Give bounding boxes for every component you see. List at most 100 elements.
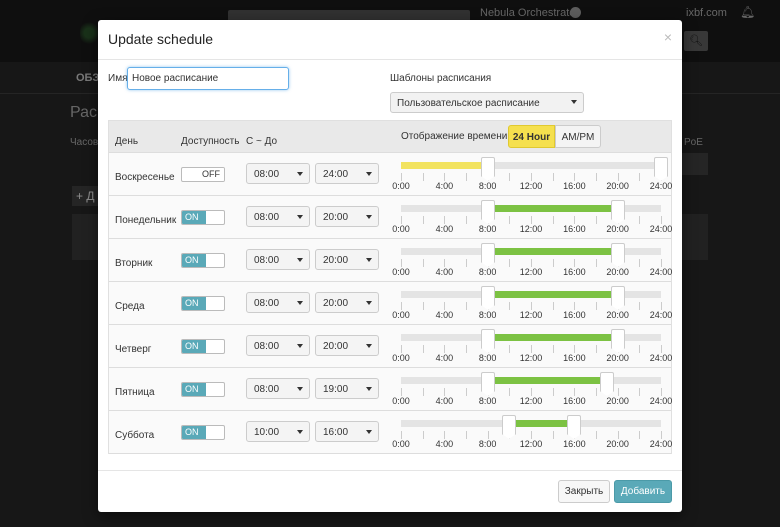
slider-start-handle[interactable] <box>480 200 495 224</box>
availability-toggle[interactable]: OFF <box>181 167 225 182</box>
from-time-select[interactable]: 08:00 <box>246 335 310 356</box>
slider-end-handle[interactable] <box>610 243 625 267</box>
to-time-select[interactable]: 20:00 <box>315 249 379 270</box>
slider-end-handle[interactable] <box>567 415 582 439</box>
from-time-select[interactable]: 08:00 <box>246 163 310 184</box>
schedule-template-select[interactable]: Пользовательское расписание <box>390 92 584 113</box>
slider-end-handle[interactable] <box>610 329 625 353</box>
chevron-down-icon <box>297 172 303 176</box>
tick-mark <box>509 173 511 181</box>
tick-mark <box>617 388 619 396</box>
add-button[interactable]: Добавить <box>614 480 672 503</box>
tick-label: 16:00 <box>563 181 586 191</box>
slider-start-handle[interactable] <box>480 157 495 181</box>
app-logo <box>80 20 98 46</box>
tick-mark <box>596 388 597 396</box>
slider-end-handle[interactable] <box>599 372 614 396</box>
tick-mark <box>444 388 446 396</box>
to-time-value: 19:00 <box>323 384 349 395</box>
availability-toggle[interactable]: ON <box>181 253 225 268</box>
from-time-select[interactable]: 08:00 <box>246 249 310 270</box>
slider-start-handle[interactable] <box>502 415 517 439</box>
tick-label: 8:00 <box>478 310 497 320</box>
from-time-value: 08:00 <box>254 255 280 266</box>
to-time-select[interactable]: 16:00 <box>315 421 379 442</box>
header-day: День <box>115 136 139 147</box>
from-time-select[interactable]: 08:00 <box>246 378 310 399</box>
time-format-24h-button[interactable]: 24 Hour <box>508 125 555 148</box>
slider-range-fill <box>487 334 618 341</box>
tick-mark <box>639 216 641 224</box>
tick-label: 8:00 <box>478 181 497 191</box>
availability-toggle[interactable]: ON <box>181 296 225 311</box>
slider-end-handle[interactable] <box>610 200 625 224</box>
availability-toggle[interactable]: ON <box>181 425 225 440</box>
availability-toggle[interactable]: ON <box>181 382 225 397</box>
tick-label: 20:00 <box>606 181 629 191</box>
schedule-name-input[interactable] <box>127 67 289 90</box>
tick-label: 20:00 <box>606 310 629 320</box>
slider-start-handle[interactable] <box>480 243 495 267</box>
app-title: Nebula Orchestrator <box>480 7 580 19</box>
tick-mark <box>466 388 467 396</box>
tick-mark <box>531 259 532 267</box>
tick-mark <box>596 431 597 439</box>
slider-end-handle[interactable] <box>610 286 625 310</box>
tick-mark <box>574 302 576 310</box>
background-label-right: PoE <box>684 137 703 148</box>
from-time-value: 08:00 <box>254 212 280 223</box>
close-button[interactable]: Закрыть <box>558 480 610 503</box>
slider-start-handle[interactable] <box>480 372 495 396</box>
tick-label: 12:00 <box>519 396 543 406</box>
slider-track[interactable] <box>401 162 661 169</box>
slider-start-handle[interactable] <box>480 329 495 353</box>
availability-toggle[interactable]: ON <box>181 210 225 225</box>
tick-mark <box>444 345 446 353</box>
tick-mark <box>466 345 467 353</box>
tick-label: 0:00 <box>392 267 410 277</box>
tick-mark <box>552 173 554 181</box>
user-name: ixbf.com <box>686 7 727 19</box>
slider-start-handle[interactable] <box>480 286 495 310</box>
tick-mark <box>596 216 597 224</box>
to-time-value: 24:00 <box>323 169 349 180</box>
tick-mark <box>466 431 467 439</box>
tick-mark <box>422 259 424 267</box>
chevron-down-icon <box>297 387 303 391</box>
tick-mark <box>531 345 532 353</box>
to-time-value: 16:00 <box>323 427 349 438</box>
schedule-row: Среда ON 08:00 20:00 0:00 4:00 8:00 12:00 16:00 2… <box>109 282 672 325</box>
day-label: Четверг <box>115 344 152 355</box>
slider-ticks <box>401 302 662 310</box>
availability-toggle[interactable]: ON <box>181 339 225 354</box>
tick-mark <box>444 173 446 181</box>
tick-label: 20:00 <box>606 439 629 449</box>
tick-label: 4:00 <box>435 310 454 320</box>
tick-mark <box>661 345 662 353</box>
from-time-select[interactable]: 08:00 <box>246 206 310 227</box>
tick-mark <box>466 259 467 267</box>
tick-mark <box>617 431 619 439</box>
tick-mark <box>422 216 424 224</box>
table-header: День Доступность С ~ До Отображение врем… <box>109 121 671 153</box>
to-time-select[interactable]: 20:00 <box>315 335 379 356</box>
schedule-table: День Доступность С ~ До Отображение врем… <box>108 120 672 454</box>
slider-end-handle[interactable] <box>654 157 668 181</box>
tick-mark <box>661 302 662 310</box>
to-time-select[interactable]: 20:00 <box>315 206 379 227</box>
time-range-slider: 0:00 4:00 8:00 12:00 16:00 20:00 24:00 <box>392 329 672 364</box>
time-format-ampm-button[interactable]: AM/PM <box>555 125 601 148</box>
chevron-down-icon <box>366 344 372 348</box>
close-icon[interactable]: × <box>663 29 672 45</box>
to-time-select[interactable]: 19:00 <box>315 378 379 399</box>
tick-label: 24:00 <box>649 396 673 406</box>
to-time-select[interactable]: 24:00 <box>315 163 379 184</box>
tick-mark <box>617 173 619 181</box>
to-time-select[interactable]: 20:00 <box>315 292 379 313</box>
chevron-down-icon <box>297 215 303 219</box>
slider-range-fill <box>401 162 488 169</box>
tick-mark <box>661 431 662 439</box>
chevron-down-icon <box>366 430 372 434</box>
from-time-select[interactable]: 08:00 <box>246 292 310 313</box>
from-time-select[interactable]: 10:00 <box>246 421 310 442</box>
